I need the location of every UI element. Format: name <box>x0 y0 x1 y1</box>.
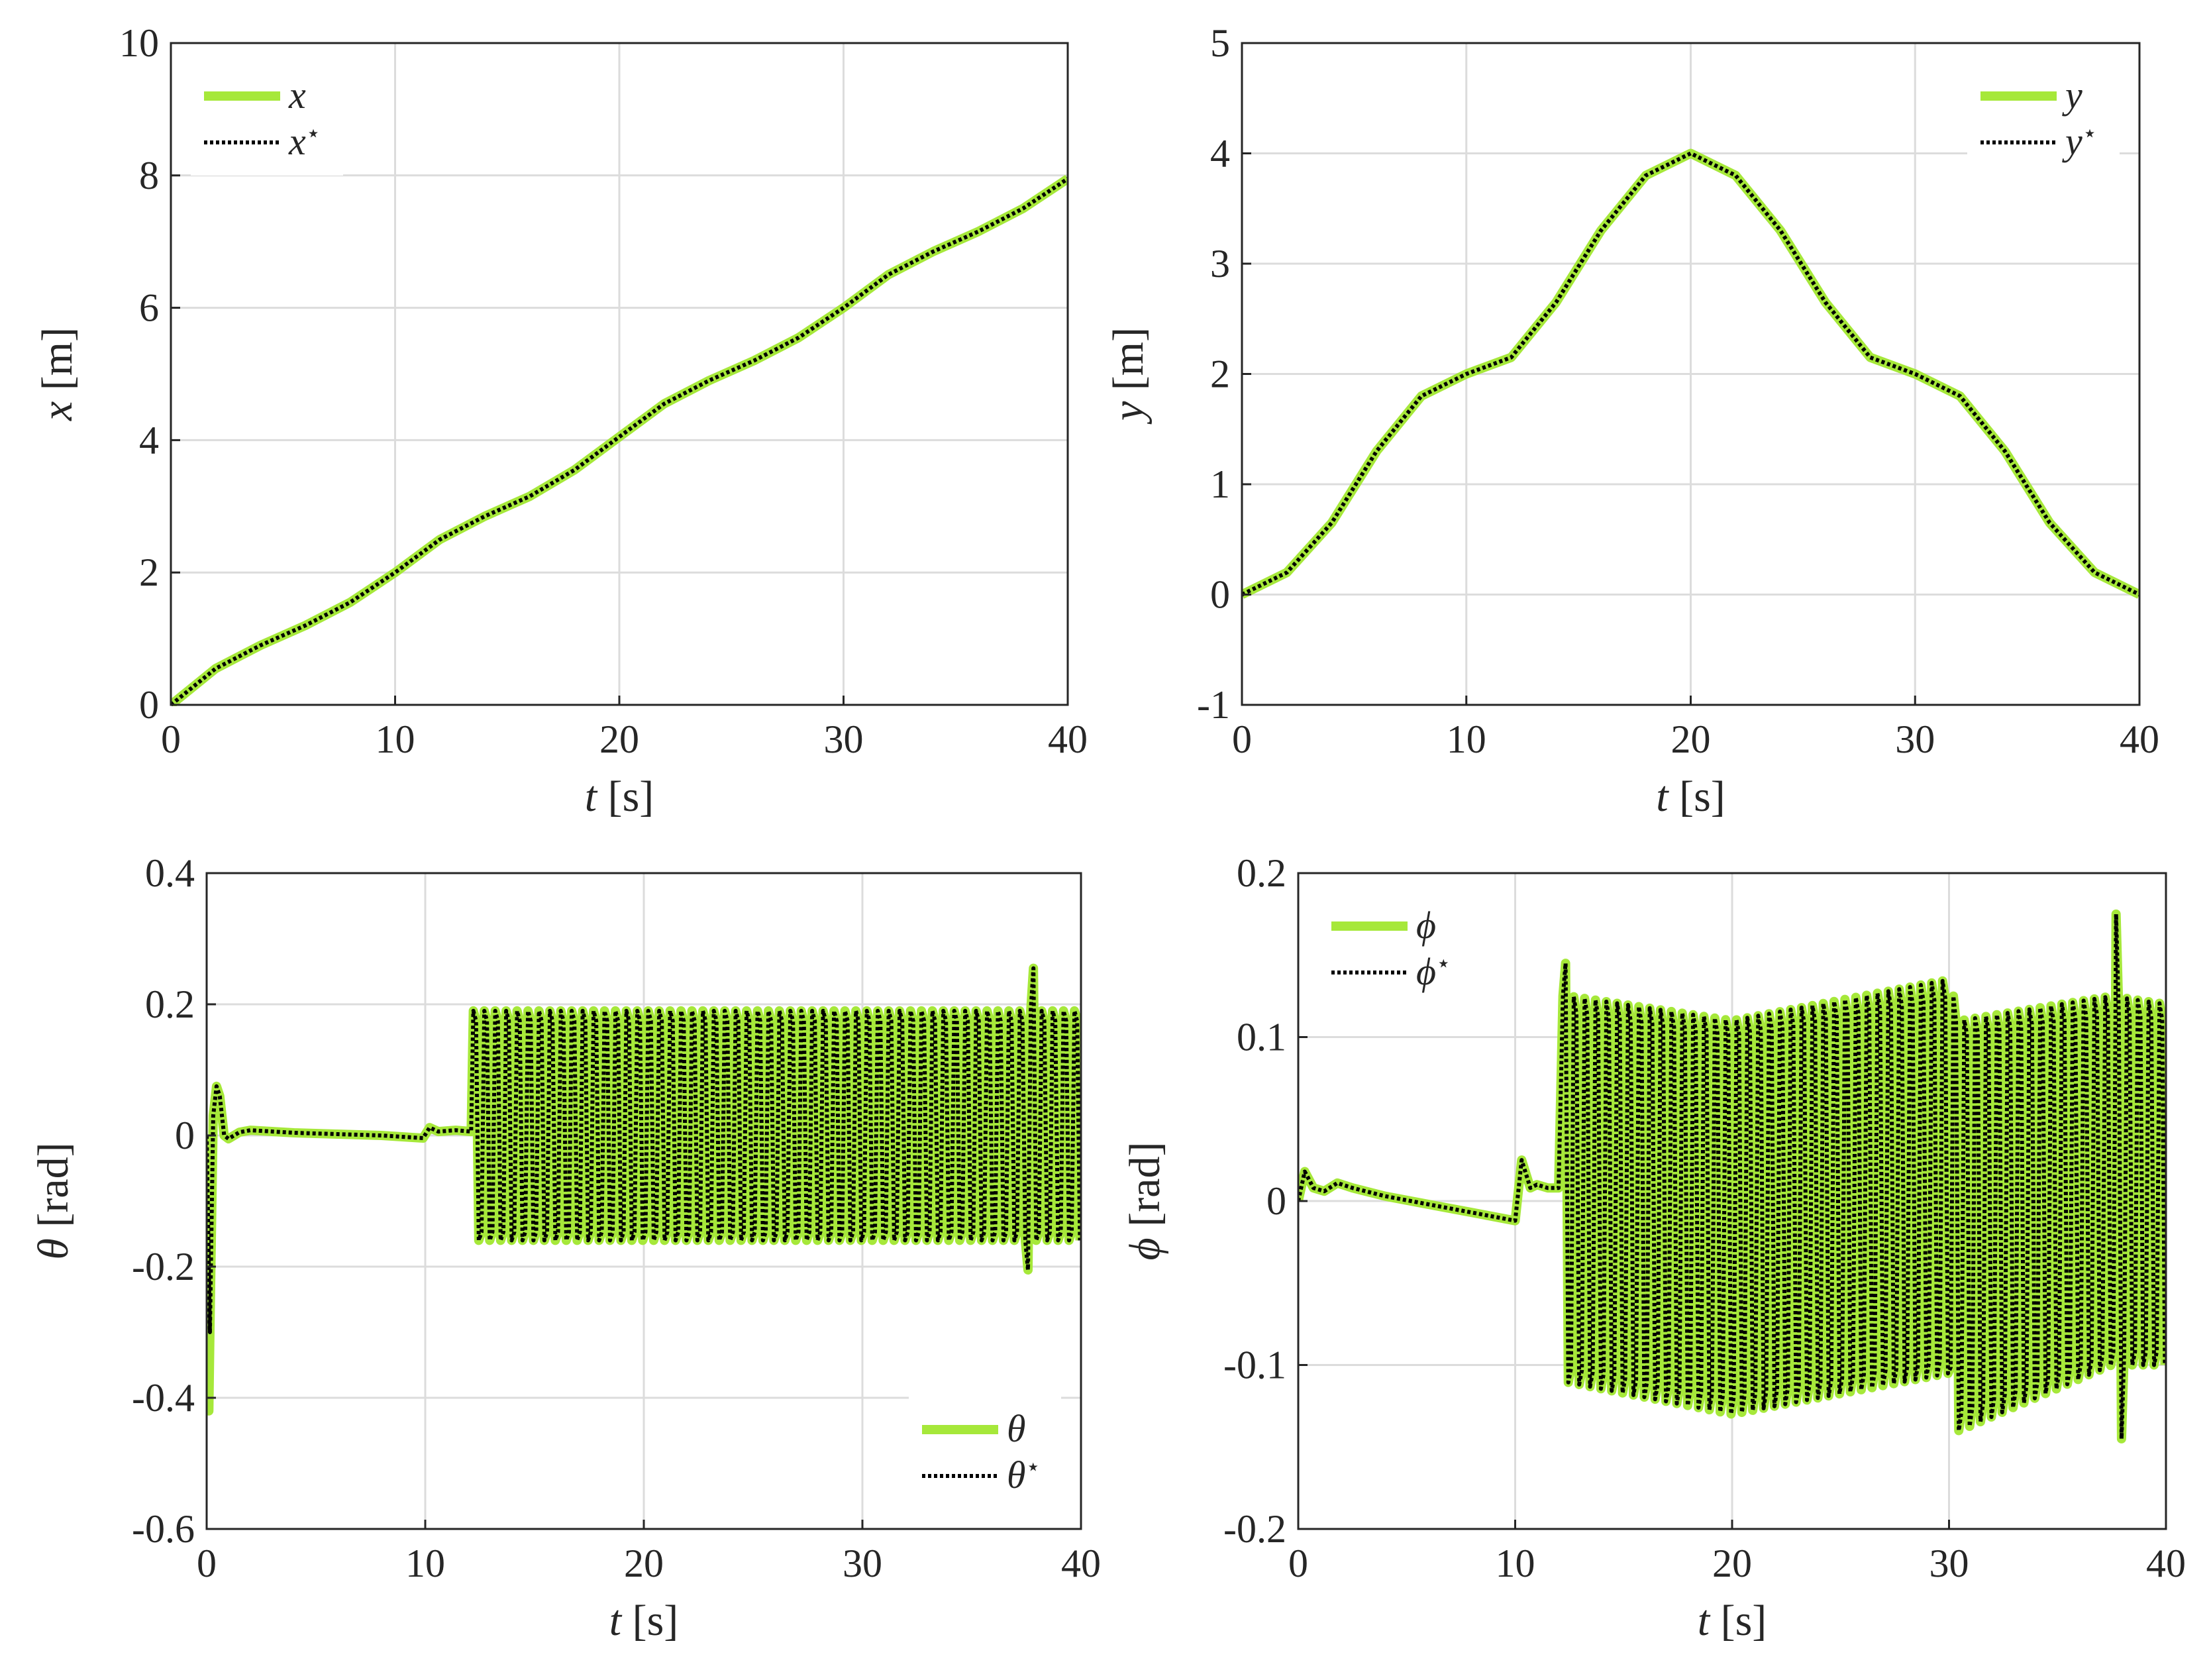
panel-x-xtick-label-3: 30 <box>824 717 864 761</box>
panel-x-ytick-label-4: 8 <box>139 154 159 197</box>
panel-theta-ytick-label-1: -0.4 <box>132 1376 195 1420</box>
panel-theta-xtick-label-3: 30 <box>843 1542 882 1585</box>
panel-x-legend: x x⋆ <box>191 63 343 176</box>
panel-theta-legend-box <box>909 1396 1061 1509</box>
panel-y-ylabel: y [m] <box>1104 327 1153 425</box>
panel-y-ytick-label-6: 5 <box>1210 21 1230 65</box>
panel-phi-ytick-label-0: -0.2 <box>1223 1507 1286 1551</box>
panel-theta-legend: θ θ⋆ <box>909 1396 1061 1509</box>
panel-phi-legend-label-reference: ϕ⋆ <box>1416 950 1451 993</box>
panel-y-legend: y y⋆ <box>1967 63 2120 176</box>
panel-y-xlabel: t [s] <box>1656 772 1725 821</box>
panel-theta-xlabel: t [s] <box>609 1597 679 1645</box>
panel-y-xtick-label-1: 10 <box>1447 717 1486 761</box>
panel-theta-ytick-label-5: 0.4 <box>145 851 195 895</box>
panel-theta-series-group <box>207 963 1081 1416</box>
panel-theta-ylabel: θ [rad] <box>29 1142 77 1259</box>
panel-phi-xtick-label-1: 10 <box>1496 1542 1535 1585</box>
panel-phi-xtick-label-2: 20 <box>1712 1542 1752 1585</box>
panel-theta-ytick-label-2: -0.2 <box>132 1245 195 1288</box>
panel-phi-ytick-label-1: -0.1 <box>1223 1343 1286 1387</box>
panel-x-ytick-label-2: 4 <box>139 418 159 462</box>
panel-y-ytick-label-1: 0 <box>1210 573 1230 617</box>
panel-theta-xtick-label-0: 0 <box>197 1542 217 1585</box>
panel-x-position: 0 10 20 30 40 0 2 4 6 8 10 t [s] x [m] x x⋆ <box>33 21 1088 821</box>
panel-phi-xtick-label-0: 0 <box>1288 1542 1308 1585</box>
panel-y-xtick-label-4: 40 <box>2120 717 2159 761</box>
panel-phi-ylabel: ϕ [rad] <box>1121 1142 1169 1261</box>
panel-y-ytick-label-3: 2 <box>1210 352 1230 396</box>
panel-phi-plot-area <box>1298 909 2166 1444</box>
panel-x-axes-frame <box>170 42 1069 706</box>
panel-phi-ytick-label-4: 0.2 <box>1237 851 1286 895</box>
panel-phi-series-group <box>1298 909 2166 1444</box>
panel-x-xtick-label-0: 0 <box>161 717 181 761</box>
panel-phi-axes-frame <box>1297 872 2167 1530</box>
panel-y-ytick-label-5: 4 <box>1210 132 1230 176</box>
panel-phi-legend: ϕ ϕ⋆ <box>1318 893 1470 1006</box>
panel-theta-series-reference-line <box>207 966 1081 1334</box>
panel-y-xtick-label-2: 20 <box>1671 717 1711 761</box>
panel-x-xtick-label-2: 20 <box>599 717 639 761</box>
panel-phi-ytick-label-2: 0 <box>1266 1179 1286 1223</box>
panel-theta-series-actual-line <box>207 963 1081 1416</box>
panel-y-legend-label-actual: y <box>2062 74 2082 117</box>
panel-x-legend-label-actual: x <box>288 74 306 117</box>
panel-x-xlabel: t [s] <box>585 772 654 821</box>
panel-x-plot-area <box>171 174 1068 706</box>
panel-phi-series-reference-line <box>1298 912 2166 1441</box>
panel-x-ytick-label-0: 0 <box>139 683 159 727</box>
panel-theta-angle: 0 10 20 30 40 -0.6 -0.4 -0.2 0 0.2 0.4 t [s] θ [ra… <box>29 851 1101 1645</box>
panel-y-series-group <box>1242 148 2139 599</box>
panel-x-ylabel: x [m] <box>33 327 81 421</box>
panel-theta-ytick-label-4: 0.2 <box>145 982 195 1026</box>
panel-y-ytick-label-4: 3 <box>1210 242 1230 286</box>
panel-x-xtick-label-4: 40 <box>1048 717 1088 761</box>
panel-y-plot-area <box>1242 148 2139 599</box>
panel-y-grid <box>1242 43 2139 705</box>
panel-theta-ytick-label-0: -0.6 <box>132 1507 195 1551</box>
panel-phi-xtick-label-3: 30 <box>1929 1542 1969 1585</box>
panel-y-ytick-label-0: -1 <box>1197 683 1230 727</box>
panel-y-axes-frame <box>1241 42 2141 706</box>
panel-phi-angle: 0 10 20 30 40 -0.2 -0.1 0 0.1 0.2 t [s] ϕ [rad] ϕ… <box>1121 851 2186 1645</box>
panel-theta-xtick-label-1: 10 <box>405 1542 445 1585</box>
panel-phi-legend-label-actual: ϕ <box>1416 904 1436 947</box>
panel-phi-xlabel: t [s] <box>1698 1597 1767 1645</box>
panel-x-ytick-label-3: 6 <box>139 286 159 330</box>
panel-theta-xtick-label-4: 40 <box>1061 1542 1101 1585</box>
panel-y-legend-box <box>1967 63 2120 176</box>
panel-theta-tick-labels: 0 10 20 30 40 -0.6 -0.4 -0.2 0 0.2 0.4 <box>132 851 1101 1585</box>
panel-theta-legend-label-actual: θ <box>1007 1407 1026 1450</box>
panel-theta-legend-label-reference: θ⋆ <box>1007 1453 1041 1496</box>
panel-theta-axes-frame <box>205 872 1082 1530</box>
panel-y-xtick-label-0: 0 <box>1232 717 1252 761</box>
panel-y-series-reference-line <box>1242 151 2139 597</box>
panel-x-legend-label-reference: x⋆ <box>288 120 321 163</box>
panel-x-legend-box <box>191 63 343 176</box>
panel-x-xtick-label-1: 10 <box>376 717 415 761</box>
panel-x-series-reference-line <box>171 177 1068 706</box>
panel-phi-ytick-label-3: 0.1 <box>1237 1016 1286 1059</box>
panel-theta-xtick-label-2: 20 <box>624 1542 664 1585</box>
panel-theta-plot-area <box>207 963 1081 1416</box>
panel-x-tick-labels: 0 10 20 30 40 0 2 4 6 8 10 <box>119 21 1088 761</box>
panel-phi-legend-box <box>1318 893 1470 1006</box>
panel-phi-xtick-label-4: 40 <box>2146 1542 2186 1585</box>
panel-y-xtick-label-3: 30 <box>1895 717 1935 761</box>
panel-x-series-group <box>171 174 1068 706</box>
panel-y-ytick-label-2: 1 <box>1210 462 1230 506</box>
panel-x-ytick-label-1: 2 <box>139 551 159 594</box>
panel-x-ytick-label-5: 10 <box>119 21 159 65</box>
panel-theta-ytick-label-3: 0 <box>175 1114 195 1157</box>
panel-y-legend-label-reference: y⋆ <box>2062 120 2097 163</box>
